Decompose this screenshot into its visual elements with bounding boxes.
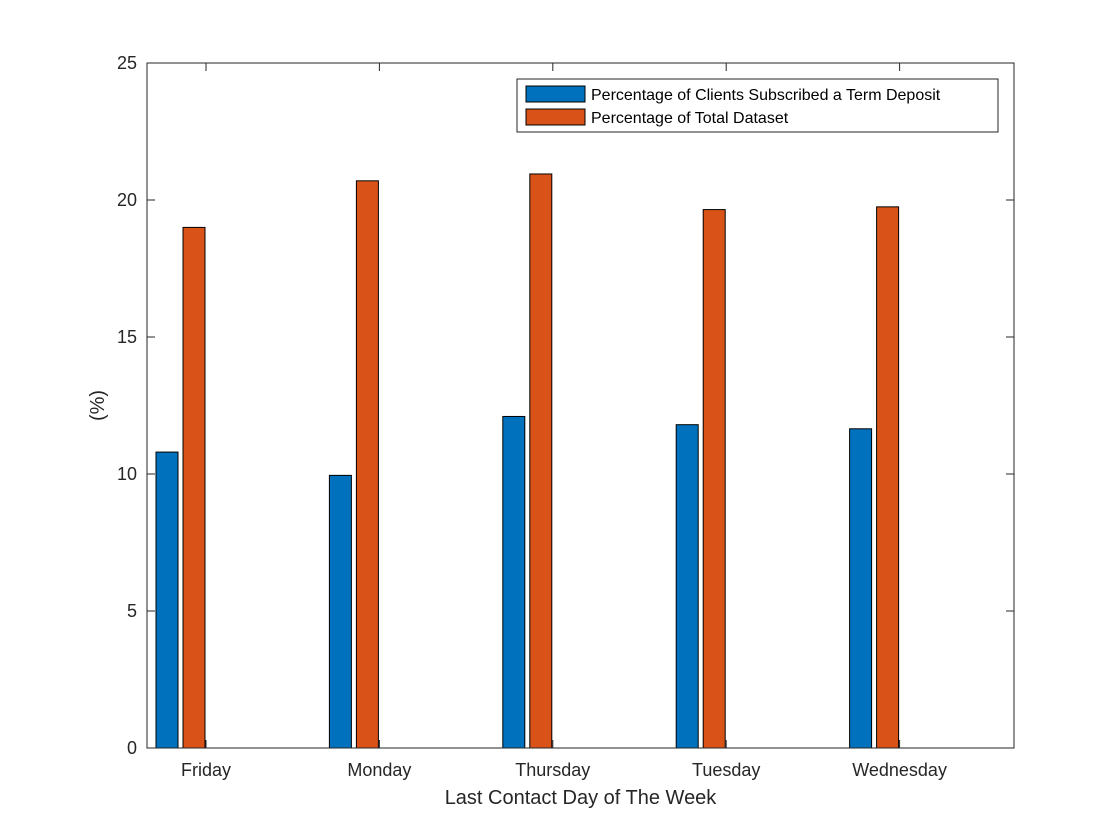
x-tick-label-friday: Friday bbox=[181, 760, 231, 780]
x-tick-label-wednesday: Wednesday bbox=[852, 760, 947, 780]
bar-friday-series-1 bbox=[182, 226, 206, 749]
y-tick-label-15: 15 bbox=[117, 327, 137, 347]
legend-swatch-subscribed bbox=[525, 85, 586, 103]
x-axis-label: Last Contact Day of The Week bbox=[445, 787, 718, 809]
bar-wednesday-series-1 bbox=[876, 206, 900, 749]
x-tick-label-tuesday: Tuesday bbox=[692, 760, 760, 780]
x-tick-label-monday: Monday bbox=[347, 760, 411, 780]
y-tick-label-20: 20 bbox=[117, 190, 137, 210]
legend-box bbox=[516, 78, 999, 133]
bar-monday-series-1 bbox=[355, 180, 379, 749]
bars-group bbox=[155, 173, 900, 749]
bar-tuesday-series-0 bbox=[675, 424, 699, 749]
bar-friday-series-0 bbox=[155, 451, 179, 749]
bar-monday-series-0 bbox=[328, 474, 352, 749]
x-tick-label-thursday: Thursday bbox=[515, 760, 590, 780]
legend-label-subscribed: Percentage of Clients Subscribed a Term … bbox=[591, 87, 941, 104]
y-tick-label-25: 25 bbox=[117, 53, 137, 73]
bar-thursday-series-1 bbox=[529, 173, 553, 749]
y-tick-label-5: 5 bbox=[127, 601, 137, 621]
legend: Percentage of Clients Subscribed a Term … bbox=[516, 78, 999, 133]
y-tick-label-10: 10 bbox=[117, 464, 137, 484]
y-axis-label: (%) bbox=[87, 390, 109, 421]
bar-thursday-series-0 bbox=[502, 415, 526, 749]
legend-label-total: Percentage of Total Dataset bbox=[591, 110, 789, 127]
bar-wednesday-series-0 bbox=[849, 428, 873, 749]
ticks-group: Friday Monday Thursday Tuesday Wednesday 0 5 10… bbox=[117, 53, 1014, 780]
bar-tuesday-series-1 bbox=[702, 209, 726, 749]
legend-swatch-total bbox=[525, 108, 586, 126]
y-tick-label-0: 0 bbox=[127, 738, 137, 758]
axes-box bbox=[146, 62, 1015, 749]
